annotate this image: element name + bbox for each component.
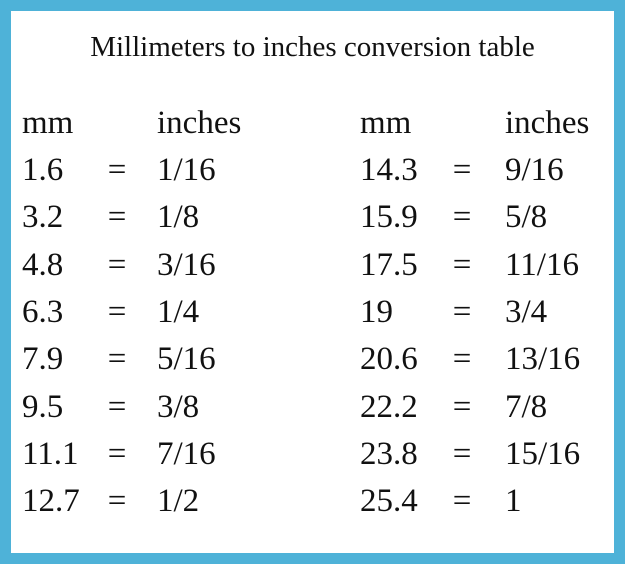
equals-sign: =	[107, 341, 127, 378]
mm-cell: 1.6	[22, 152, 64, 188]
mm-cell: 7.9	[22, 341, 64, 378]
inches-cell: 15/16	[505, 435, 581, 472]
inches-cell: 1/2	[157, 483, 200, 520]
equals-sign: =	[452, 152, 472, 188]
equals-sign: =	[107, 199, 127, 236]
inches-cell: 3/8	[157, 388, 200, 425]
inches-cell: 1/4	[157, 293, 200, 330]
mm-cell: 9.5	[22, 388, 64, 425]
inches-cell: 5/8	[505, 199, 548, 236]
mm-cell: 6.3	[22, 293, 64, 330]
mm-cell: 4.8	[22, 246, 64, 283]
equals-sign: =	[452, 246, 472, 283]
equals-sign: =	[452, 199, 472, 236]
column-header: mm	[22, 105, 74, 141]
inches-cell: 13/16	[505, 341, 581, 378]
inches-cell: 5/16	[157, 341, 216, 378]
mm-cell: 11.1	[22, 435, 79, 472]
mm-cell: 20.6	[360, 341, 418, 378]
inches-cell: 11/16	[505, 246, 579, 283]
equals-sign: =	[452, 293, 472, 330]
equals-sign: =	[452, 435, 472, 472]
equals-sign: =	[452, 341, 472, 378]
equals-sign: =	[107, 246, 127, 283]
equals-sign: =	[107, 483, 127, 520]
inches-cell: 1/8	[157, 199, 200, 236]
mm-cell: 17.5	[360, 246, 418, 283]
table-title: Millimeters to inches conversion table	[90, 31, 535, 63]
equals-sign: =	[107, 435, 127, 472]
mm-cell: 23.8	[360, 435, 418, 472]
inches-cell: 7/8	[505, 388, 548, 425]
column-header: inches	[505, 105, 590, 141]
equals-sign: =	[107, 293, 127, 330]
mm-cell: 3.2	[22, 199, 64, 236]
equals-sign: =	[452, 388, 472, 425]
inches-cell: 9/16	[505, 152, 564, 188]
inches-cell: 3/4	[505, 293, 548, 330]
column-header: inches	[157, 105, 242, 141]
equals-sign: =	[107, 152, 127, 188]
mm-cell: 25.4	[360, 483, 418, 520]
column-header: mm	[360, 105, 412, 141]
equals-sign: =	[452, 483, 472, 520]
inches-cell: 7/16	[157, 435, 216, 472]
inches-cell: 1	[505, 483, 522, 520]
mm-cell: 14.3	[360, 152, 418, 188]
mm-cell: 15.9	[360, 199, 418, 236]
equals-sign: =	[107, 388, 127, 425]
mm-cell: 22.2	[360, 388, 418, 425]
mm-cell: 19	[360, 293, 393, 330]
inches-cell: 3/16	[157, 246, 216, 283]
inches-cell: 1/16	[157, 152, 216, 188]
mm-cell: 12.7	[22, 483, 80, 520]
